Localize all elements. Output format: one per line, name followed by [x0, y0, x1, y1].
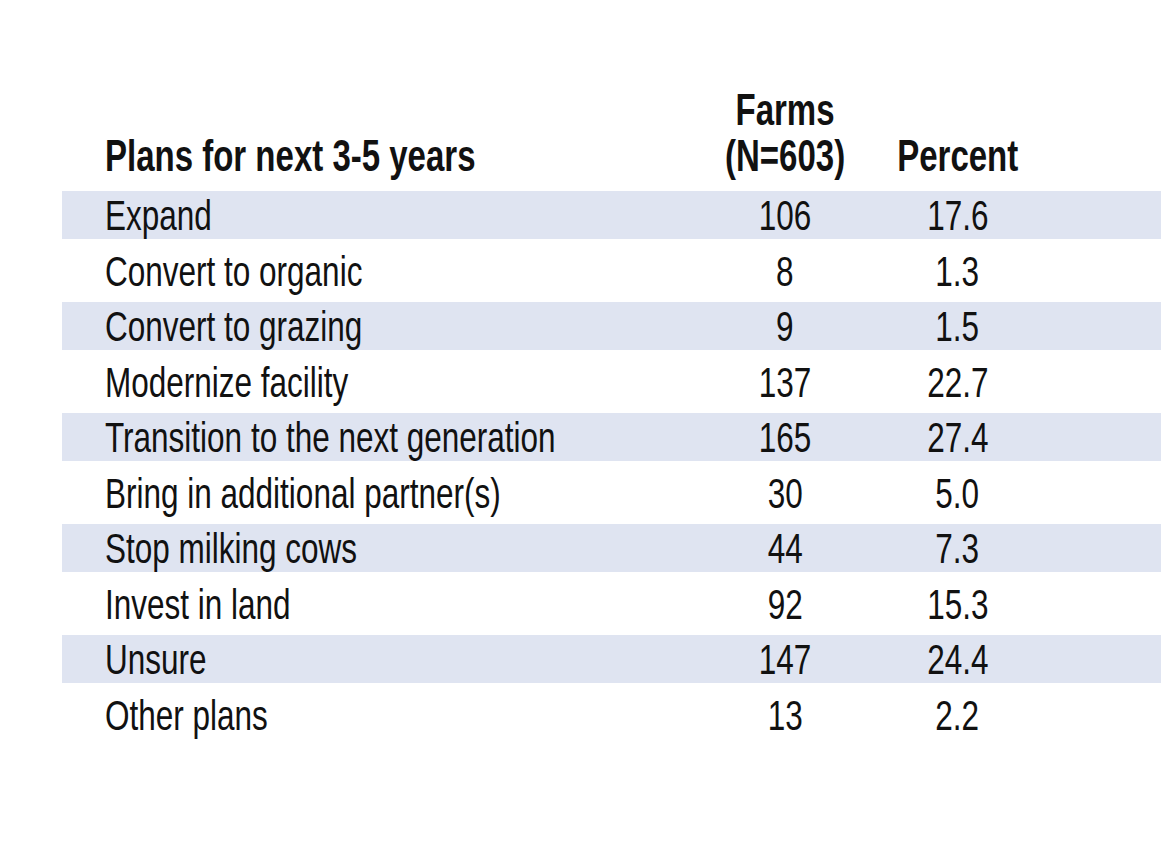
table-row: Modernize facility 137 22.7 [62, 355, 1161, 411]
farms-value: 137 [759, 355, 812, 411]
percent-value: 7.3 [936, 521, 980, 577]
plan-label: Expand [105, 188, 212, 244]
header-spacer [1045, 179, 1161, 188]
percent-value: 24.4 [927, 632, 988, 688]
plan-label: Convert to organic [105, 244, 362, 300]
table-row: Stop milking cows 44 7.3 [62, 521, 1161, 577]
column-header-percent: Percent [870, 133, 1045, 188]
row-spacer [1045, 688, 1161, 744]
percent-value: 27.4 [927, 410, 988, 466]
percent-value: 1.3 [936, 244, 980, 300]
farms-value: 44 [767, 521, 802, 577]
row-spacer [1045, 577, 1161, 633]
column-header-percent-label: Percent [897, 133, 1018, 179]
plan-label: Invest in land [105, 577, 291, 633]
percent-value: 1.5 [936, 299, 980, 355]
farms-value: 8 [776, 244, 794, 300]
plan-label: Stop milking cows [105, 521, 357, 577]
row-spacer [1045, 244, 1161, 300]
row-spacer [1045, 466, 1161, 522]
row-spacer [1045, 355, 1161, 411]
row-spacer [1045, 521, 1161, 577]
percent-value: 22.7 [927, 355, 988, 411]
plan-label: Modernize facility [105, 355, 348, 411]
table-row: Unsure 147 24.4 [62, 632, 1161, 688]
farms-value: 30 [767, 466, 802, 522]
column-header-plans: Plans for next 3-5 years [62, 133, 700, 188]
plan-label: Unsure [105, 632, 207, 688]
farms-value: 13 [767, 688, 802, 744]
column-header-plans-label: Plans for next 3-5 years [105, 133, 476, 179]
percent-value: 17.6 [927, 188, 988, 244]
percent-value: 15.3 [927, 577, 988, 633]
column-header-farms-line1: Farms [735, 87, 834, 133]
farms-value: 92 [767, 577, 802, 633]
row-spacer [1045, 299, 1161, 355]
table-row: Convert to organic 8 1.3 [62, 244, 1161, 300]
row-spacer [1045, 188, 1161, 244]
table-row: Bring in additional partner(s) 30 5.0 [62, 466, 1161, 522]
row-spacer [1045, 410, 1161, 466]
plan-label: Transition to the next generation [105, 410, 556, 466]
row-spacer [1045, 632, 1161, 688]
table-row: Invest in land 92 15.3 [62, 577, 1161, 633]
plan-label: Convert to grazing [105, 299, 362, 355]
table-row: Transition to the next generation 165 27… [62, 410, 1161, 466]
plan-label: Bring in additional partner(s) [105, 466, 501, 522]
table-row: Convert to grazing 9 1.5 [62, 299, 1161, 355]
farms-value: 147 [759, 632, 812, 688]
plan-label: Other plans [105, 688, 268, 744]
percent-value: 2.2 [936, 688, 980, 744]
farms-value: 106 [759, 188, 812, 244]
farms-value: 165 [759, 410, 812, 466]
table-row: Other plans 13 2.2 [62, 688, 1161, 744]
table-row: Expand 106 17.6 [62, 188, 1161, 244]
percent-value: 5.0 [936, 466, 980, 522]
plans-table: Plans for next 3-5 years Farms (N=603) P… [62, 85, 1161, 743]
column-header-farms: Farms (N=603) [700, 87, 870, 188]
table-header-row: Plans for next 3-5 years Farms (N=603) P… [62, 85, 1161, 188]
farms-value: 9 [776, 299, 794, 355]
column-header-farms-line2: (N=603) [725, 133, 845, 179]
